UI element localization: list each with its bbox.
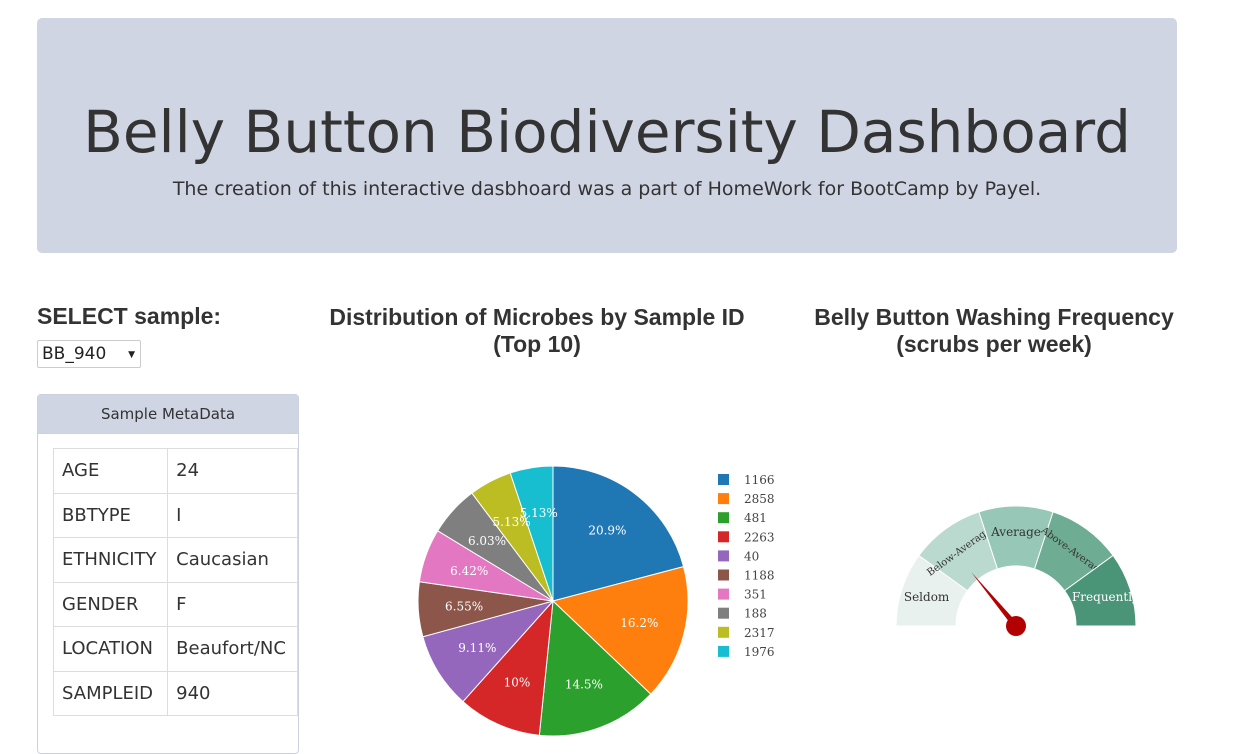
pie-slice-label: 6.55% (445, 600, 483, 614)
legend-label: 2263 (744, 530, 775, 544)
gauge-title-line1: Belly Button Washing Frequency (814, 304, 1174, 330)
legend-label: 2858 (744, 492, 775, 506)
header-banner: Belly Button Biodiversity Dashboard The … (37, 18, 1177, 253)
gauge-band-label: Average (990, 525, 1041, 539)
pie-chart: 20.9% 16.2% 14.5% 10% 9.11% 6.55% 6.42% 6.03% 5.… (417, 465, 775, 737)
legend-swatch (718, 645, 729, 657)
pie-slice-481 (538, 599, 652, 737)
pie-chart-title: Distribution of Microbes by Sample ID (T… (317, 304, 757, 358)
pie-slice-label: 5.13% (520, 506, 558, 520)
table-row: LOCATION Beaufort/NC (52, 626, 298, 672)
legend-label: 40 (744, 549, 759, 563)
metadata-value: 940 (167, 670, 298, 716)
metadata-key: LOCATION (52, 626, 169, 672)
legend-label: 481 (744, 511, 767, 525)
gauge-chart-title: Belly Button Washing Frequency (scrubs p… (800, 304, 1188, 358)
legend-label: 1976 (744, 645, 775, 659)
legend-swatch (718, 512, 729, 524)
dropdown-arrow-icon: ▼ (128, 350, 135, 360)
gauge-band (1063, 554, 1137, 627)
pie-slice-label: 9.11% (458, 641, 496, 655)
table-row: BBTYPE I (52, 492, 298, 538)
table-row: GENDER F (52, 581, 298, 627)
gauge-band-label: Seldom (904, 590, 950, 604)
metadata-heading: Sample MetaData (38, 395, 298, 434)
legend-swatch (718, 550, 729, 562)
legend-label: 1166 (744, 473, 775, 487)
table-row: ETHNICITY Caucasian (52, 537, 298, 583)
gauge-chart: SeldomBelow-AverageAverageAbove-AverageF… (895, 505, 1139, 636)
legend-swatch (718, 493, 729, 505)
metadata-value: F (167, 581, 298, 627)
table-row: SAMPLEID 940 (52, 670, 298, 716)
sample-select-value: BB_940 (42, 344, 107, 364)
legend-swatch (718, 569, 729, 581)
metadata-table: AGE 24 BBTYPE I ETHNICITY Caucasian GEND… (52, 448, 298, 716)
pie-slice-1166 (552, 465, 685, 602)
legend-label: 351 (744, 588, 767, 602)
pie-slice-label: 6.03% (468, 534, 506, 548)
legend-swatch (718, 474, 729, 485)
pie-slice-2263 (462, 599, 554, 736)
pie-slice-1976 (509, 465, 554, 602)
gauge-band-label: Frequently (1072, 590, 1139, 604)
metadata-value: Caucasian (167, 537, 298, 583)
metadata-key: AGE (52, 448, 169, 494)
select-sample-label: SELECT sample: (37, 303, 222, 329)
gauge-needle-hub (1006, 616, 1026, 636)
metadata-value: I (167, 492, 298, 538)
pie-slice-label: 20.9% (588, 523, 626, 537)
pie-slice-2858 (552, 566, 689, 695)
pie-title-line1: Distribution of Microbes by Sample ID (329, 304, 745, 330)
metadata-key: ETHNICITY (52, 537, 169, 583)
legend-label: 1188 (744, 569, 775, 583)
pie-slice-label: 16.2% (620, 616, 658, 630)
pie-slice-label: 14.5% (565, 678, 603, 692)
legend-label: 188 (744, 607, 767, 621)
pie-title-line2: (Top 10) (493, 331, 581, 357)
metadata-value: Beaufort/NC (167, 626, 298, 672)
legend-swatch (718, 607, 729, 619)
metadata-panel: Sample MetaData AGE 24 BBTYPE I ETHNICIT… (37, 394, 299, 754)
pie-slice-label: 6.42% (450, 564, 488, 578)
page-subtitle: The creation of this interactive dasbhoa… (172, 178, 1042, 200)
table-row: AGE 24 (52, 448, 298, 494)
metadata-key: BBTYPE (52, 492, 169, 538)
gauge-title-line2: (scrubs per week) (896, 331, 1092, 357)
metadata-key: GENDER (52, 581, 169, 627)
pie-slice-label: 10% (504, 676, 531, 690)
page-title: Belly Button Biodiversity Dashboard (83, 98, 1131, 166)
sample-select[interactable]: BB_940 ▼ (37, 340, 141, 368)
pie-slice-label: 5.13% (493, 515, 531, 529)
metadata-key: SAMPLEID (52, 670, 169, 716)
legend-swatch (718, 626, 729, 638)
legend-label: 2317 (744, 626, 775, 640)
gauge-needle (971, 572, 1019, 628)
metadata-value: 24 (167, 448, 298, 494)
legend-swatch (718, 588, 729, 600)
legend-swatch (718, 531, 729, 543)
